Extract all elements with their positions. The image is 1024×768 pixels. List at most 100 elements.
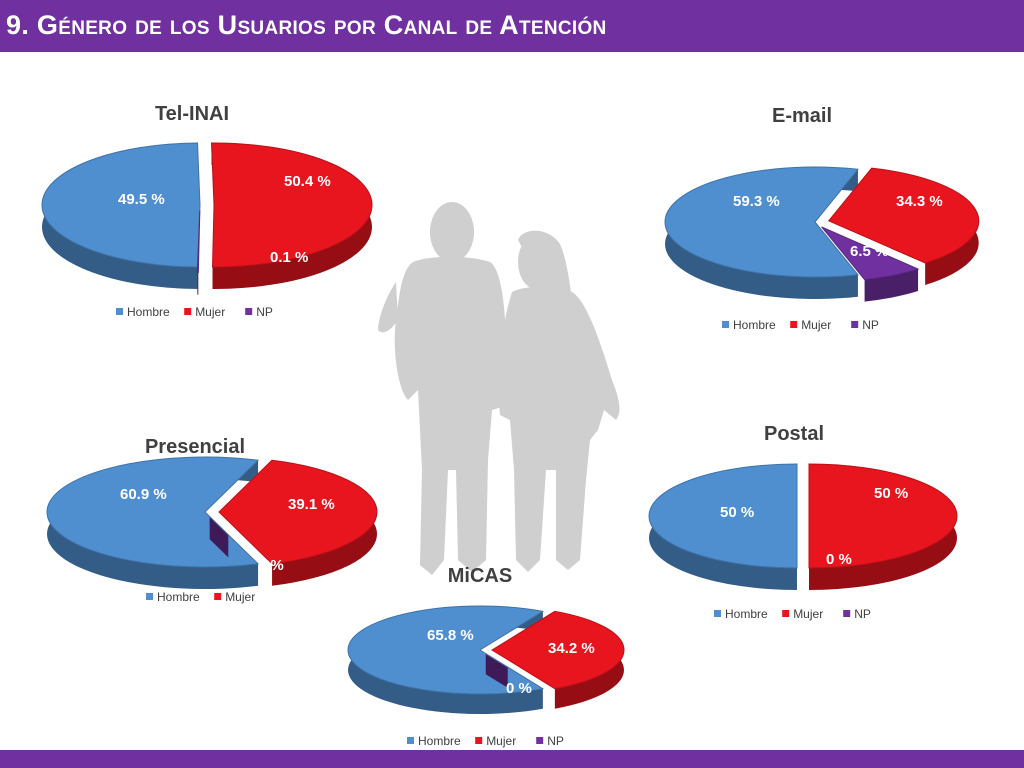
pie-slice-top [491, 610, 625, 690]
chart-title: E-mail [772, 105, 832, 127]
title-bar: 9. Género de los Usuarios por Canal de A… [0, 0, 1024, 52]
pie-slice-top [827, 167, 980, 264]
legend-swatch [851, 321, 859, 328]
pie-slice-top [41, 142, 201, 268]
legend-swatch [184, 308, 192, 315]
data-label-np: 0.1 % [270, 249, 308, 266]
data-label-hombre: 50 % [720, 504, 754, 521]
data-label-np: 6.5 % [850, 243, 888, 260]
legend-item-mujer: Mujer [782, 607, 823, 621]
bottom-bar [0, 750, 1024, 768]
pie-slice-zero [209, 517, 229, 558]
legend-label: NP [547, 734, 564, 748]
pie-chart-postal: 50 % 50 % 0 % Postal Hombre Mujer NP [648, 423, 958, 621]
data-label-np: 0 % [506, 680, 532, 697]
legend-item-mujer: Mujer [475, 734, 516, 748]
data-label-hombre: 59.3 % [733, 193, 780, 210]
pie-slice-side [197, 272, 199, 295]
pie-slice-top [664, 166, 859, 278]
pie-slice-hombre [648, 463, 798, 590]
chart-title: MiCAS [448, 565, 512, 587]
chart-title: Postal [764, 423, 824, 445]
pie-slice-side [864, 269, 919, 302]
legend-swatch [790, 321, 798, 328]
legend-item-hombre: Hombre [722, 318, 776, 332]
legend-item-hombre: Hombre [116, 305, 170, 319]
pie-slice-top [218, 459, 378, 565]
data-label-mujer: 50.4 % [284, 173, 331, 190]
data-label-np: 0 % [826, 551, 852, 568]
legend-swatch [782, 610, 790, 617]
pie-slice-mujer [218, 459, 378, 586]
pie-slice-top [821, 226, 920, 281]
legend-item-np: NP [536, 734, 564, 748]
pie-slice-mujer [491, 610, 625, 709]
legend-label: NP [862, 318, 879, 332]
legend-label: Hombre [127, 305, 170, 319]
legend-swatch [407, 737, 414, 744]
pie-slice-mujer [808, 463, 958, 590]
couple-silhouette [378, 202, 620, 575]
chart-title: Tel-INAI [155, 103, 229, 125]
pie-slice-np [209, 517, 229, 558]
pie-slice-top [46, 456, 260, 568]
legend-label: Hombre [733, 318, 776, 332]
pie-slice-np [485, 654, 508, 688]
data-label-np: 0% [262, 557, 284, 574]
pie-slice-top [808, 463, 958, 569]
data-label-mujer: 34.2 % [548, 640, 595, 657]
legend-label: Hombre [418, 734, 461, 748]
pie-slice-mujer [210, 142, 373, 289]
pie-slice-top [210, 142, 373, 268]
legend-swatch [843, 610, 851, 617]
pie-slice-zero [485, 654, 508, 688]
legend-item-mujer: Mujer [184, 305, 225, 319]
legend-label: Mujer [486, 734, 516, 748]
data-label-mujer: 50 % [874, 485, 908, 502]
legend-label: Mujer [195, 305, 225, 319]
legend-label: NP [854, 607, 871, 621]
pie-chart-micas: 65.8 % 34.2 % 0 % MiCAS Hombre Mujer NP [347, 565, 625, 748]
legend-item-np: NP [245, 305, 273, 319]
legend-swatch [714, 610, 721, 617]
legend-swatch [116, 308, 123, 315]
legend-item-np: NP [851, 318, 879, 332]
legend-item-hombre: Hombre [146, 590, 200, 604]
legend-swatch [146, 593, 153, 600]
legend-label: Mujer [793, 607, 823, 621]
data-label-hombre: 65.8 % [427, 627, 474, 644]
legend-swatch [475, 737, 483, 744]
legend-label: Hombre [157, 590, 200, 604]
legend-label: NP [256, 305, 273, 319]
legend-item-np: NP [843, 607, 871, 621]
legend-swatch [245, 308, 253, 315]
pie-slice-mujer [827, 167, 980, 285]
pie-slice-top [196, 210, 201, 274]
pie-slice-np [196, 210, 201, 295]
data-label-mujer: 34.3 % [896, 193, 943, 210]
pie-chart-presencial: 60.9 % 39.1 % 0% Presencial Hombre Mujer [46, 436, 378, 604]
legend-item-hombre: Hombre [714, 607, 768, 621]
chart-title: Presencial [145, 436, 245, 458]
legend-label: Hombre [725, 607, 768, 621]
legend-label: Mujer [225, 590, 255, 604]
legend-swatch [214, 593, 222, 600]
legend-swatch [536, 737, 544, 744]
pie-slice-hombre [41, 142, 201, 289]
pie-slice-top [648, 463, 798, 569]
legend-item-mujer: Mujer [214, 590, 255, 604]
slide-title: 9. Género de los Usuarios por Canal de A… [6, 10, 607, 40]
legend-label: Mujer [801, 318, 831, 332]
pie-slice-hombre [46, 456, 260, 589]
data-label-hombre: 49.5 % [118, 191, 165, 208]
data-label-hombre: 60.9 % [120, 486, 167, 503]
pie-chart-e-mail: 59.3 % 34.3 % 6.5 % E-mail Hombre Mujer NP [664, 105, 980, 332]
legend-item-hombre: Hombre [407, 734, 461, 748]
pie-slice-hombre [664, 166, 859, 299]
data-label-mujer: 39.1 % [288, 496, 335, 513]
legend-item-mujer: Mujer [790, 318, 831, 332]
pie-slice-np [821, 226, 920, 302]
legend-swatch [722, 321, 729, 328]
pie-chart-tel-inai: 49.5 % 50.4 % 0.1 % Tel-INAI Hombre Mujer NP [41, 103, 373, 319]
